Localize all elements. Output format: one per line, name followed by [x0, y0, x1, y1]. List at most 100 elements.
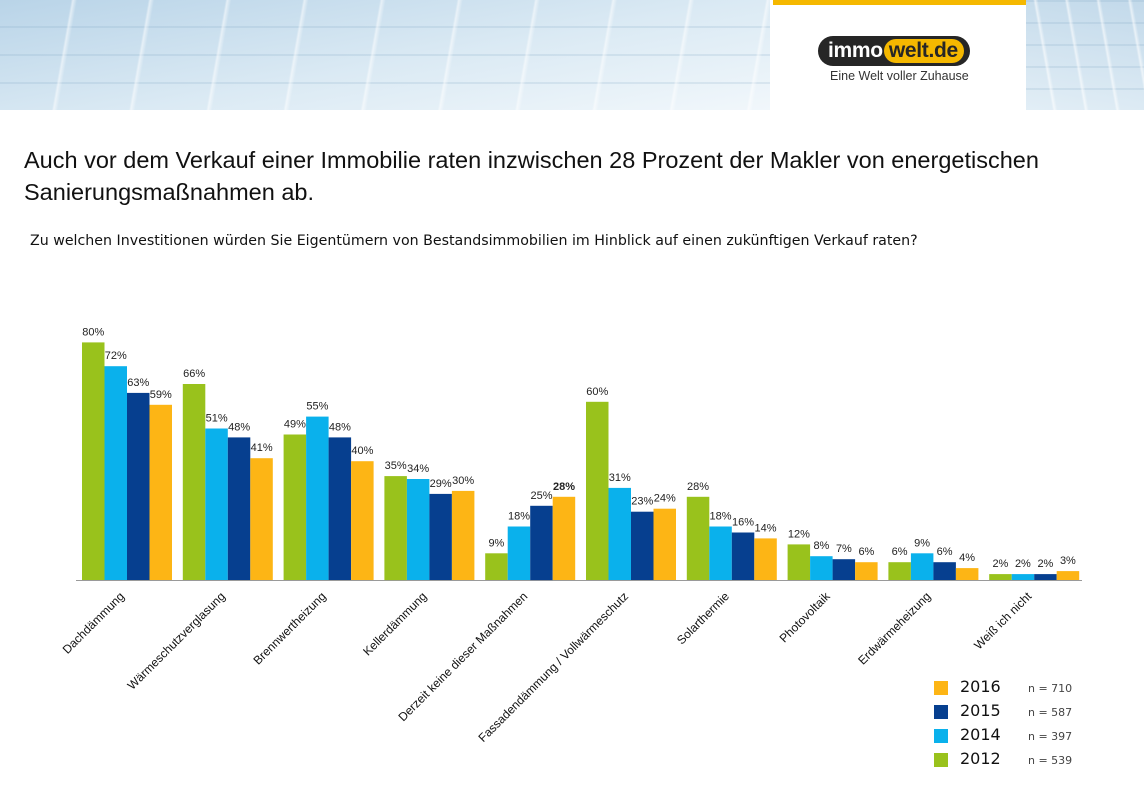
- logo-tagline: Eine Welt voller Zuhause: [830, 69, 969, 83]
- bar-2016-5: [552, 496, 576, 580]
- legend-swatch-2015: [934, 705, 948, 719]
- data-label-2016-6: 24%: [654, 493, 676, 505]
- data-label-2014-3: 55%: [306, 401, 328, 413]
- bar-2012-10: [989, 574, 1012, 580]
- bar-2016-7: [754, 538, 777, 580]
- data-label-2012-7: 28%: [687, 481, 709, 493]
- bar-2012-3: [283, 434, 307, 580]
- bar-2015-1: [127, 392, 150, 580]
- legend-label-2016: 2016: [960, 677, 1001, 696]
- data-label-2014-6: 31%: [609, 472, 631, 484]
- data-label-2014-4: 34%: [407, 463, 429, 475]
- category-label-1: Dachdämmung: [60, 589, 127, 656]
- data-label-2015-2: 48%: [228, 421, 250, 433]
- data-label-2012-9: 6%: [892, 546, 908, 558]
- bar-2012-2: [182, 384, 206, 580]
- bar-2016-9: [955, 568, 979, 580]
- data-label-2014-7: 18%: [709, 511, 731, 523]
- data-label-2016-3: 40%: [351, 445, 373, 457]
- data-label-2015-10: 2%: [1037, 558, 1053, 570]
- bar-2015-5: [530, 505, 553, 581]
- bar-2015-3: [328, 437, 352, 580]
- data-label-2012-10: 2%: [992, 558, 1008, 570]
- bar-2016-2: [250, 458, 273, 580]
- bar-2014-3: [306, 416, 329, 580]
- banner-image-left: [0, 0, 770, 110]
- data-label-2015-9: 6%: [937, 546, 953, 558]
- category-label-7: Solarthermie: [674, 589, 732, 647]
- legend-swatch-2012: [934, 753, 948, 767]
- data-label-2012-8: 12%: [788, 528, 810, 540]
- data-label-2014-8: 8%: [813, 540, 829, 552]
- data-label-2012-3: 49%: [284, 419, 306, 431]
- data-label-2016-8: 6%: [858, 546, 874, 558]
- data-label-2012-1: 80%: [82, 326, 104, 338]
- bar-2015-7: [731, 532, 755, 580]
- bar-2015-10: [1034, 574, 1057, 580]
- category-label-9: Erdwärmeheizung: [855, 589, 933, 667]
- data-label-2016-9: 4%: [959, 552, 975, 564]
- legend-swatch-2014: [934, 729, 948, 743]
- legend-label-2015: 2015: [960, 701, 1001, 720]
- data-label-2016-7: 14%: [754, 522, 776, 534]
- data-label-2015-4: 29%: [430, 478, 452, 490]
- bar-2014-8: [810, 556, 833, 580]
- logo-text-immo: immo: [828, 39, 883, 62]
- legend-item-2014: 2014 n = 397: [934, 724, 1094, 748]
- data-label-2015-7: 16%: [732, 517, 754, 529]
- bar-2015-9: [933, 562, 956, 580]
- legend-n-2012: n = 539: [1028, 754, 1073, 767]
- data-label-2014-9: 9%: [914, 537, 930, 549]
- bar-2012-8: [787, 544, 811, 580]
- category-label-2: Wärmeschutzverglasung: [125, 589, 228, 692]
- data-label-2015-1: 63%: [127, 377, 149, 389]
- legend-item-2012: 2012 n = 539: [934, 748, 1094, 772]
- legend-item-2015: 2015 n = 587: [934, 700, 1094, 724]
- bar-2014-10: [1011, 574, 1035, 580]
- bar-2012-7: [686, 496, 710, 580]
- bar-2014-7: [709, 526, 732, 580]
- accent-line: [773, 0, 1026, 5]
- data-label-2016-1: 59%: [150, 389, 172, 401]
- legend-n-2015: n = 587: [1028, 706, 1073, 719]
- immowelt-logo[interactable]: immo welt.de: [818, 36, 970, 66]
- header-banner: immo welt.de Eine Welt voller Zuhause: [0, 0, 1144, 110]
- data-label-2016-2: 41%: [251, 442, 273, 454]
- bar-2012-4: [384, 476, 407, 581]
- data-label-2012-6: 60%: [586, 386, 608, 398]
- bar-2016-4: [451, 490, 475, 580]
- category-label-10: Weiß ich nicht: [971, 589, 1034, 652]
- data-label-2016-10: 3%: [1060, 555, 1076, 567]
- data-label-2012-4: 35%: [385, 460, 407, 472]
- legend-item-2016: 2016 n = 710: [934, 676, 1094, 700]
- bar-2012-5: [485, 553, 508, 580]
- legend-n-2014: n = 397: [1028, 730, 1073, 743]
- bar-2012-6: [586, 401, 609, 580]
- bar-2012-9: [888, 562, 911, 580]
- legend-label-2014: 2014: [960, 725, 1001, 744]
- data-label-2015-6: 23%: [631, 496, 653, 508]
- page-title: Auch vor dem Verkauf einer Immobilie rat…: [24, 147, 1039, 205]
- bar-2016-1: [149, 404, 172, 580]
- category-label-8: Photovoltaik: [777, 589, 834, 646]
- data-label-2015-5: 25%: [530, 490, 552, 502]
- data-label-2016-5: 28%: [553, 481, 575, 493]
- bar-2016-10: [1056, 571, 1080, 580]
- bar-2012-1: [82, 342, 105, 580]
- bar-2016-3: [351, 461, 374, 580]
- data-label-2014-1: 72%: [105, 350, 127, 362]
- chart-question: Zu welchen Investitionen würden Sie Eige…: [30, 233, 918, 249]
- bar-2014-4: [406, 479, 430, 580]
- bar-2014-1: [104, 366, 127, 580]
- category-label-3: Brennwertheizung: [250, 589, 328, 667]
- data-label-2015-3: 48%: [329, 421, 351, 433]
- logo-text-welt: welt.de: [883, 39, 964, 63]
- legend-n-2016: n = 710: [1028, 682, 1073, 695]
- data-label-2014-2: 51%: [206, 413, 228, 425]
- bar-2015-8: [832, 559, 856, 580]
- data-label-2012-5: 9%: [488, 537, 504, 549]
- bar-2014-2: [205, 428, 228, 580]
- bar-2014-9: [910, 553, 934, 580]
- legend-swatch-2016: [934, 681, 948, 695]
- data-label-2015-8: 7%: [836, 543, 852, 555]
